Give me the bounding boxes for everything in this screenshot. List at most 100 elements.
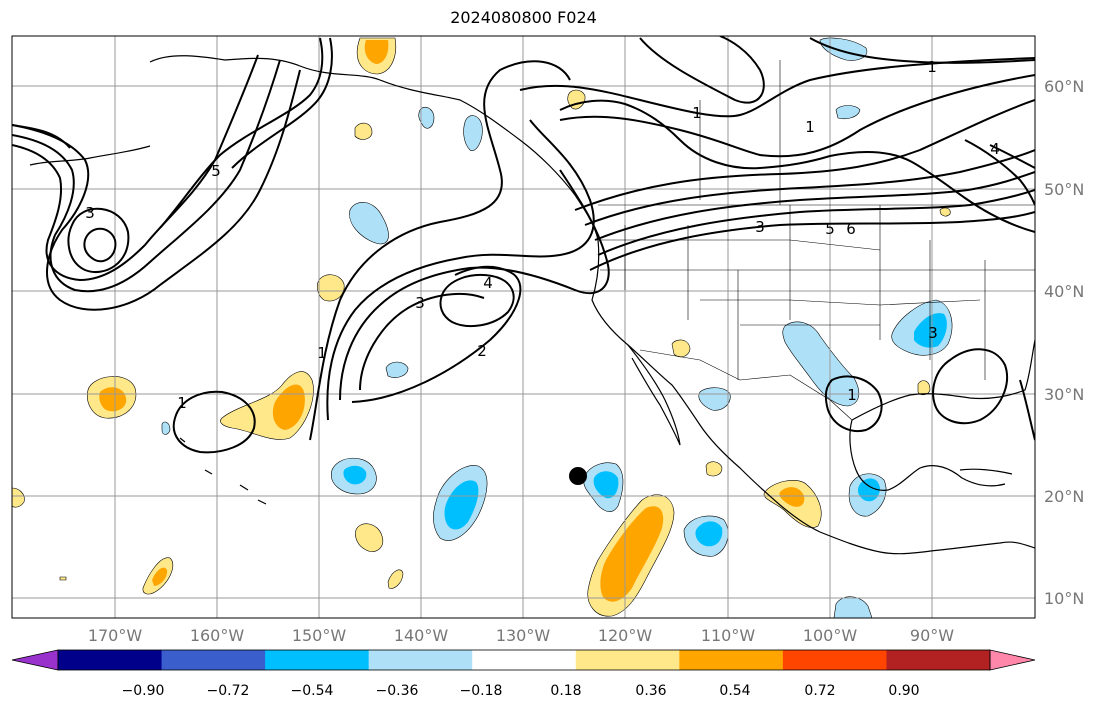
colorbar-tick-label: −0.54: [290, 683, 334, 699]
location-marker: [569, 467, 587, 485]
negative-anomaly-patch: [463, 115, 483, 151]
negative-anomaly-patch: [782, 321, 860, 407]
positive-anomaly-patch: [387, 569, 404, 589]
lat-label: 10°N: [1044, 589, 1085, 608]
negative-anomaly-patch: [161, 421, 171, 435]
contour-line: [809, 37, 1035, 64]
negative-anomaly-patch: [349, 202, 389, 245]
contour-line: [594, 171, 1035, 241]
positive-anomaly-patch: [12, 487, 25, 508]
contour-line: [339, 169, 610, 401]
contour-label: 6: [846, 220, 856, 238]
positive-anomaly-patch: [705, 461, 723, 477]
positive-anomaly-patch: [354, 122, 373, 140]
lon-label: 170°W: [87, 626, 143, 645]
negative-anomaly-patch: [444, 480, 479, 530]
positive-anomaly-patch: [99, 387, 127, 412]
contour-label: 1: [847, 386, 857, 404]
contour-line: [639, 36, 765, 104]
contour-labels: 1 1 1 1 1 1 2 3 3 3 3 4 4 5 5 6: [85, 58, 1000, 412]
contour-label: 1: [177, 394, 187, 412]
lat-label: 30°N: [1044, 385, 1085, 404]
lon-label: 140°W: [393, 626, 449, 645]
coastlines: [29, 55, 1035, 555]
colorbar-tick-label: 0.54: [719, 683, 751, 699]
positive-anomaly-patch: [779, 487, 805, 507]
contour-line: [172, 390, 256, 454]
positive-anomaly-patch: [600, 506, 664, 602]
contour-line: [824, 375, 883, 432]
contour-label: 1: [692, 104, 702, 122]
contour-line: [67, 207, 130, 273]
contour-line: [231, 37, 333, 169]
colorbar: [11, 649, 1036, 671]
contour-line: [1019, 379, 1035, 441]
contour-line: [12, 69, 301, 311]
lat-label: 50°N: [1044, 180, 1085, 199]
negative-anomaly-patch: [343, 465, 367, 485]
colorbar-segment: [679, 650, 784, 670]
shading-layer: [12, 37, 953, 618]
colorbar-segment: [886, 650, 991, 670]
lon-label: 120°W: [597, 626, 653, 645]
graticule: [12, 36, 1035, 618]
colorbar-segment: [472, 650, 577, 670]
contour-line: [12, 54, 259, 282]
positive-anomaly-patch: [355, 523, 384, 552]
contour-line: [589, 211, 1035, 271]
lat-label: 60°N: [1044, 77, 1085, 96]
contour-line: [989, 144, 1035, 169]
negative-anomaly-patch: [418, 106, 435, 129]
contour-line: [964, 139, 1035, 206]
colorbar-tick-label: −0.90: [121, 683, 165, 699]
contour-line: [519, 57, 1035, 118]
colorbar-segment: [782, 650, 887, 670]
contour-lines: [12, 36, 1035, 454]
colorbar-tick-label: 0.36: [635, 683, 667, 699]
negative-anomaly-patch: [914, 313, 947, 348]
contour-label: 3: [928, 324, 938, 342]
positive-anomaly-patch: [671, 339, 691, 358]
positive-anomaly-patch: [316, 274, 345, 302]
contour-line: [559, 74, 1035, 158]
contour-line: [309, 60, 571, 441]
colorbar-tick-label: 0.90: [888, 683, 920, 699]
colorbar-upper-extend: [989, 649, 1036, 671]
colorbar-tick-label: 0.72: [804, 683, 836, 699]
contour-line: [12, 59, 281, 293]
lon-label: 110°W: [700, 626, 756, 645]
colorbar-tick-label: −0.36: [375, 683, 419, 699]
colorbar-segment: [368, 650, 473, 670]
contour-label: 4: [483, 274, 493, 292]
positive-anomaly-patch: [59, 576, 67, 581]
contour-label: 3: [415, 294, 425, 312]
lon-label: 160°W: [189, 626, 245, 645]
contour-line: [359, 292, 485, 391]
contour-line: [559, 99, 1035, 233]
colorbar-tick-label: 0.18: [550, 683, 582, 699]
contour-line: [574, 99, 1035, 211]
positive-anomaly-patch: [917, 380, 931, 396]
contour-line: [12, 37, 324, 229]
negative-anomaly-patch: [593, 471, 619, 499]
contour-label: 3: [755, 218, 765, 236]
lon-label: 150°W: [291, 626, 347, 645]
colorbar-tick-label: −0.18: [459, 683, 503, 699]
lon-label: 100°W: [802, 626, 858, 645]
contour-label: 1: [927, 58, 937, 76]
colorbar-segment: [161, 650, 266, 670]
contour-label: 3: [85, 204, 95, 222]
colorbar-tick-label: −0.72: [206, 683, 250, 699]
contour-label: 2: [477, 342, 487, 360]
contour-line: [584, 149, 1035, 226]
contour-line: [351, 265, 522, 403]
negative-anomaly-patch: [385, 361, 409, 378]
contour-line: [932, 348, 1008, 425]
positive-anomaly-patch: [152, 567, 168, 586]
contour-label: 5: [825, 220, 835, 238]
colorbar-segment: [575, 650, 680, 670]
colorbar-segment: [265, 650, 370, 670]
negative-anomaly-patch: [695, 521, 723, 547]
colorbar-segment: [58, 650, 163, 670]
positive-anomaly-patch: [272, 384, 305, 430]
